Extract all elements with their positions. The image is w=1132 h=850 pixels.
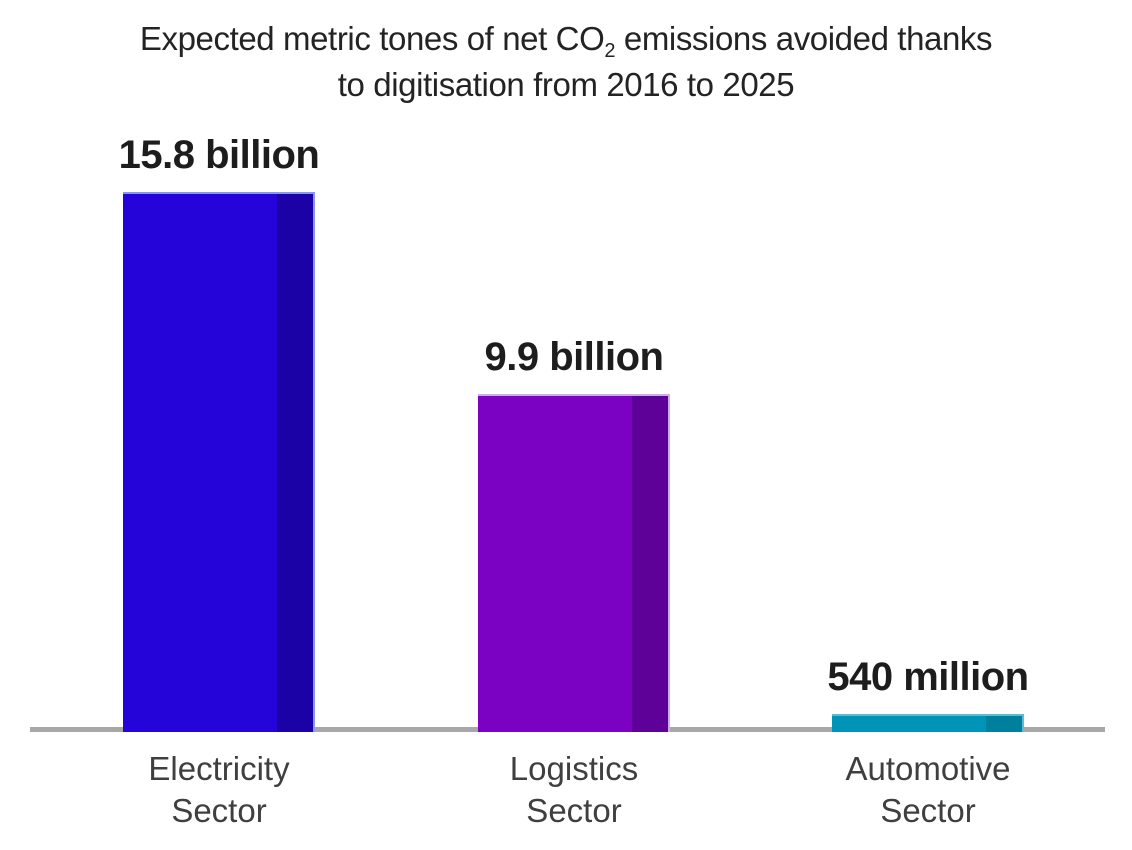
bar-column-electricity-sector: 15.8 billion Electricity Sector [119, 0, 320, 850]
bar-logistics-sector [478, 394, 670, 732]
bar-column-automotive-sector: 540 million Automotive Sector [827, 0, 1029, 850]
chart-title: Expected metric tones of net CO2 emissio… [0, 16, 1132, 108]
value-label-automotive-sector: 540 million [827, 655, 1029, 699]
category-label-logistics-sector: Logistics Sector [509, 750, 639, 829]
co2-subscript: 2 [604, 40, 616, 62]
category-label-electricity-sector: Electricity Sector [148, 750, 290, 829]
chart-title-line1: Expected metric tones of net CO2 emissio… [139, 20, 993, 62]
bar-column-logistics-sector: 9.9 billion Logistics Sector [478, 0, 670, 850]
value-label-logistics-sector: 9.9 billion [484, 335, 664, 379]
chart-title-line2: to digitisation from 2016 to 2025 [337, 66, 795, 103]
bar-electricity-sector [123, 192, 315, 732]
value-label-electricity-sector: 15.8 billion [118, 133, 320, 177]
bar-automotive-sector [832, 714, 1024, 732]
category-label-automotive-sector: Automotive Sector [845, 750, 1011, 829]
